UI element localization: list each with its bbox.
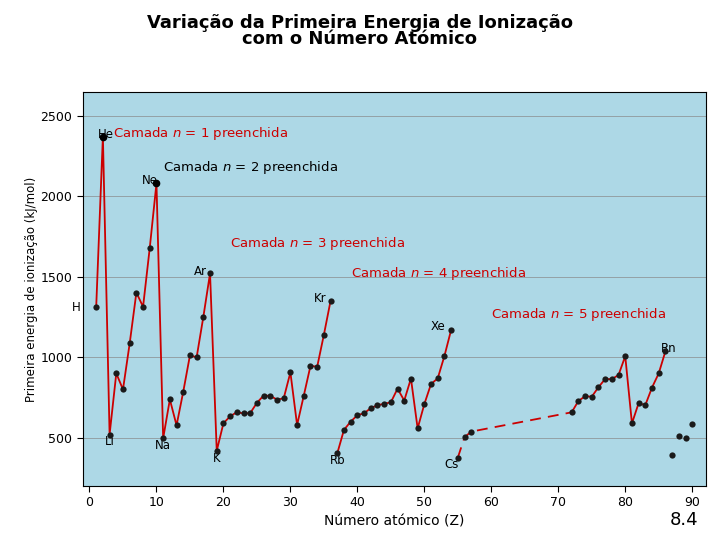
Text: Rn: Rn <box>661 342 677 355</box>
Text: com o Número Atómico: com o Número Atómico <box>243 30 477 48</box>
Text: Ar: Ar <box>194 265 207 278</box>
Text: H: H <box>72 301 81 314</box>
Text: Na: Na <box>156 439 171 452</box>
Text: Kr: Kr <box>314 292 327 305</box>
Text: Ne: Ne <box>142 174 158 187</box>
Text: Camada $n$ = 4 preenchida: Camada $n$ = 4 preenchida <box>351 265 526 282</box>
Text: Xe: Xe <box>431 320 445 333</box>
Text: Camada $n$ = 3 preenchida: Camada $n$ = 3 preenchida <box>230 234 405 252</box>
X-axis label: Número atómico (Z): Número atómico (Z) <box>324 515 464 529</box>
Text: 8.4: 8.4 <box>670 511 698 529</box>
Text: Variação da Primeira Energia de Ionização: Variação da Primeira Energia de Ionizaçã… <box>147 14 573 31</box>
Text: Camada $n$ = 5 preenchida: Camada $n$ = 5 preenchida <box>491 306 666 323</box>
Text: Cs: Cs <box>444 458 459 471</box>
Text: Camada $n$ = 2 preenchida: Camada $n$ = 2 preenchida <box>163 159 338 176</box>
Text: He: He <box>98 127 114 140</box>
Text: Li: Li <box>104 435 114 448</box>
Text: Camada $n$ = 1 preenchida: Camada $n$ = 1 preenchida <box>113 125 288 142</box>
Text: Rb: Rb <box>330 454 345 467</box>
Text: K: K <box>213 451 220 464</box>
Y-axis label: Primeira energia de ionização (kJ/mol): Primeira energia de ionização (kJ/mol) <box>24 176 37 402</box>
